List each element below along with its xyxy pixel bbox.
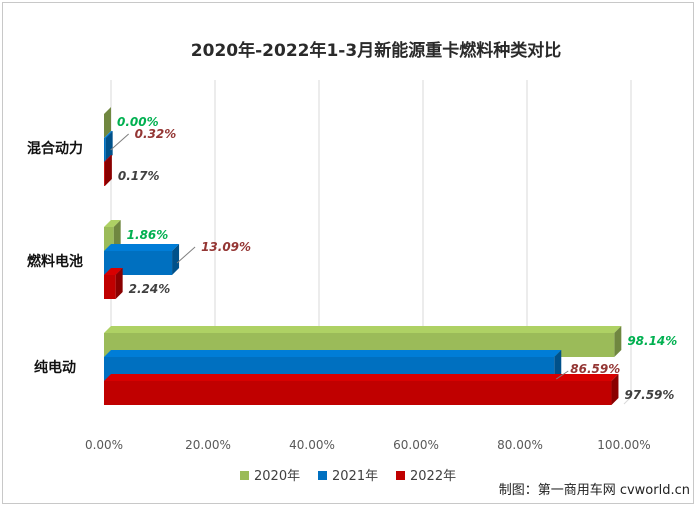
data-label: 2.24% — [129, 282, 171, 296]
data-label: 0.32% — [135, 127, 177, 141]
legend-label: 2022年 — [410, 469, 456, 484]
gridline-depth — [623, 396, 632, 405]
x-tick-label: 60.00% — [393, 438, 439, 452]
bar — [104, 268, 123, 299]
legend-label: 2021年 — [332, 469, 378, 484]
bar-side — [172, 244, 180, 275]
legend: 2020年 2021年 2022年 — [240, 469, 456, 484]
leader-line — [176, 246, 196, 264]
bar-front — [104, 162, 105, 186]
x-tick-label: 100.00% — [597, 438, 650, 452]
bars — [104, 107, 622, 405]
data-labels: 0.00%0.32% 0.17% 1.86% 13.09% 2.24% 98.14% 86.… — [110, 115, 677, 402]
bar — [104, 220, 121, 251]
bar-front — [104, 381, 612, 405]
bar — [104, 107, 111, 138]
x-tick-label: 80.00% — [497, 438, 543, 452]
bar — [104, 131, 113, 162]
bar-top — [104, 268, 123, 275]
chart-title: 2020年-2022年1-3月新能源重卡燃料种类对比 — [191, 40, 561, 61]
bar-top — [104, 220, 121, 227]
bar-side — [115, 268, 123, 299]
data-label: 0.17% — [118, 169, 160, 183]
legend-swatch — [318, 471, 327, 480]
bar-top — [104, 350, 562, 357]
bar-front — [104, 138, 106, 162]
bar-top — [104, 244, 180, 251]
bar-side — [104, 107, 111, 138]
leader-line — [110, 133, 129, 151]
data-label: 97.59% — [624, 388, 674, 402]
data-label: 98.14% — [627, 334, 677, 348]
legend-item: 2020年 — [240, 469, 300, 484]
legend-label: 2020年 — [254, 469, 300, 484]
data-label: 1.86% — [127, 228, 169, 242]
bar-side — [554, 350, 562, 381]
category-label: 燃料电池 — [27, 253, 83, 270]
x-tick-label: 20.00% — [185, 438, 231, 452]
data-label: 0.00% — [117, 115, 159, 129]
legend-item: 2021年 — [318, 469, 378, 484]
leader-line — [555, 370, 569, 380]
bar-top — [104, 326, 622, 333]
legend-swatch — [396, 471, 405, 480]
bar-top — [104, 155, 112, 162]
bar-front — [104, 275, 116, 299]
data-label: 13.09% — [201, 240, 251, 254]
category-label: 纯电动 — [34, 359, 76, 376]
bar-side — [611, 374, 619, 405]
legend-item: 2022年 — [396, 469, 456, 484]
x-tick-labels: 0.00% 20.00% 40.00% 60.00% 80.00% 100.00% — [85, 438, 651, 452]
bar-side — [614, 326, 622, 357]
bar — [104, 155, 112, 186]
bar — [104, 374, 619, 405]
bar-side — [105, 131, 113, 162]
bar-top — [104, 374, 619, 381]
bar-side — [104, 155, 112, 186]
bar-side — [113, 220, 121, 251]
bar-front — [104, 227, 114, 251]
credit-text: 制图：第一商用车网 cvworld.cn — [499, 482, 690, 498]
x-tick-label: 0.00% — [85, 438, 123, 452]
data-label: 86.59% — [570, 362, 620, 376]
legend-swatch — [240, 471, 249, 480]
bar-top — [104, 131, 113, 138]
x-tick-label: 40.00% — [289, 438, 335, 452]
category-label: 混合动力 — [27, 140, 83, 157]
